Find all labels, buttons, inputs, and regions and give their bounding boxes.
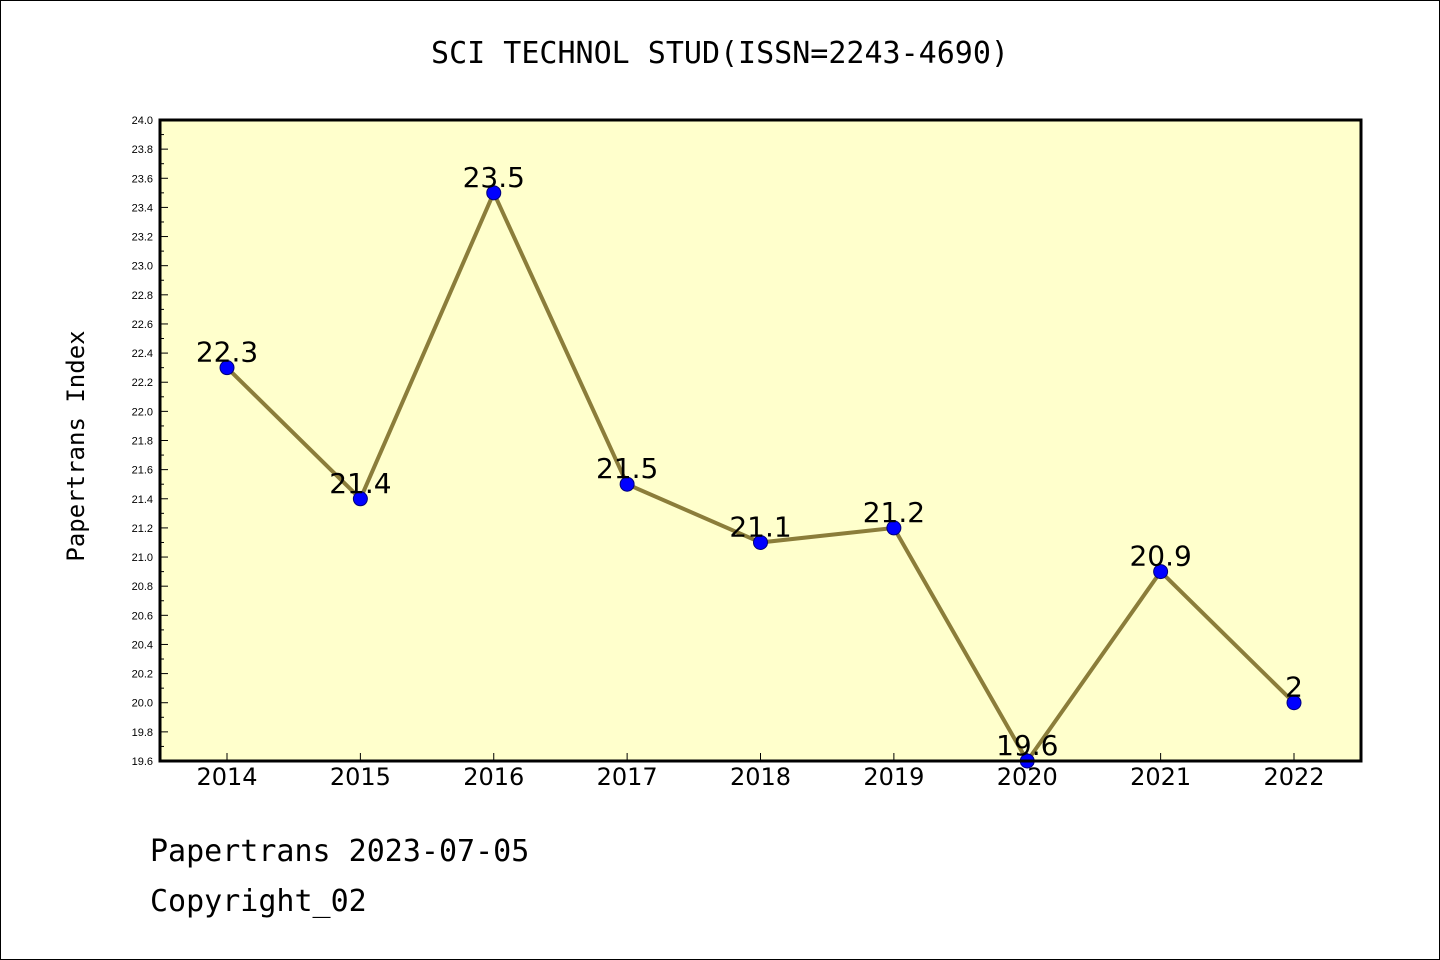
data-point [886, 520, 902, 536]
y-tick-label: 22.8 [132, 290, 153, 302]
y-tick-label: 20.2 [132, 669, 153, 681]
y-tick-label: 21.4 [132, 494, 153, 506]
y-tick-label: 21.2 [132, 523, 153, 535]
data-label: 21.2 [863, 496, 925, 529]
data-point [486, 185, 502, 201]
data-label: 19.6 [996, 729, 1058, 762]
y-tick-label: 20.6 [132, 610, 153, 622]
y-tick-label: 23.4 [132, 202, 153, 214]
y-tick-label: 20.4 [132, 639, 153, 651]
data-label: 20.9 [1129, 540, 1191, 573]
y-tick-label: 21.8 [132, 436, 153, 448]
y-tick-label: 19.6 [132, 756, 153, 768]
data-point [753, 534, 768, 550]
y-tick-label: 23.6 [132, 173, 153, 185]
data-label: 21.4 [329, 467, 391, 500]
y-tick-label: 22.0 [132, 406, 153, 418]
data-label: 2 [1285, 671, 1303, 704]
x-tick-label: 2021 [1130, 763, 1191, 791]
chart-title: SCI TECHNOL STUD(ISSN=2243-4690) [431, 36, 1009, 71]
footer-copyright: Copyright_02 [150, 884, 367, 919]
y-tick-label: 22.6 [132, 319, 153, 331]
x-tick-label: 2015 [330, 763, 391, 791]
x-tick-label: 2018 [730, 763, 791, 791]
x-tick-label: 2017 [597, 763, 658, 791]
y-tick-label: 21.0 [132, 552, 153, 564]
y-tick-label: 24.0 [132, 115, 153, 127]
y-tick-label: 19.8 [132, 727, 153, 739]
y-tick-label: 20.0 [132, 698, 153, 710]
y-tick-label: 20.8 [132, 581, 153, 593]
data-point [352, 491, 368, 507]
y-tick-label: 23.8 [132, 144, 153, 156]
data-point [1286, 695, 1302, 711]
plot-border [158, 118, 1363, 763]
y-tick-label: 23.2 [132, 232, 153, 244]
plot-area [160, 120, 1361, 761]
data-point [619, 476, 635, 492]
y-tick-label: 21.6 [132, 465, 153, 477]
x-tick-label: 2014 [196, 763, 257, 791]
x-tick-label: 2022 [1263, 763, 1324, 791]
y-tick-label: 22.4 [132, 348, 153, 360]
y-tick-label: 23.0 [132, 261, 153, 273]
footer-date: Papertrans 2023-07-05 [150, 834, 530, 869]
data-point [219, 360, 235, 376]
data-point [1153, 564, 1169, 580]
data-label: 23.5 [463, 161, 525, 194]
data-label: 21.5 [596, 452, 658, 485]
x-tick-label: 2016 [463, 763, 524, 791]
data-label: 22.3 [196, 336, 258, 369]
data-label: 21.1 [729, 510, 791, 543]
y-tick-label: 22.2 [132, 377, 153, 389]
x-tick-label: 2019 [863, 763, 924, 791]
